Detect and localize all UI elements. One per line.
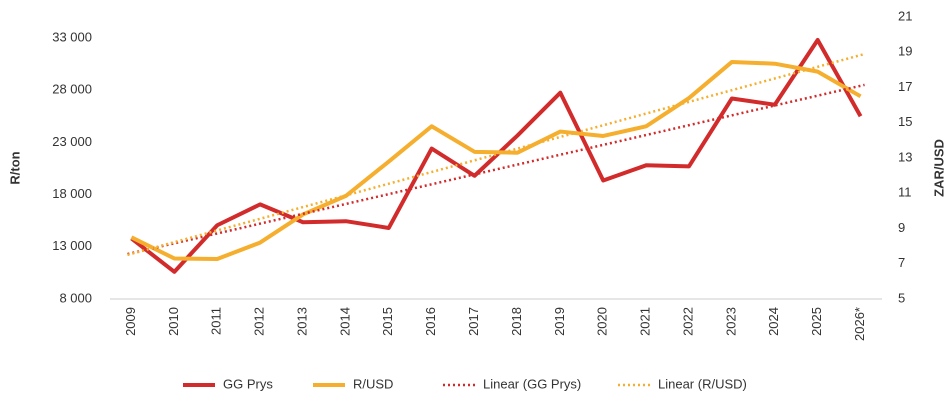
x-tick-label: 2014 [337, 307, 352, 336]
y-tick-label: 8 000 [59, 290, 92, 305]
x-tick-label: 2013 [294, 307, 309, 336]
y2-axis-title: ZAR/USD [931, 139, 946, 197]
x-tick-label: 2021 [638, 307, 653, 336]
y2-tick-label: 7 [898, 255, 905, 270]
y-tick-label: 13 000 [52, 238, 92, 253]
y2-tick-label: 17 [898, 79, 912, 94]
x-tick-label: 2016 [423, 307, 438, 336]
trend-line [127, 52, 865, 257]
legend-label: Linear (R/USD) [658, 376, 747, 391]
y-tick-label: 28 000 [52, 82, 92, 97]
legend-label: Linear (GG Prys) [483, 376, 581, 391]
x-tick-label: 2019 [552, 307, 567, 336]
x-tick-label: 2017 [466, 307, 481, 336]
legend-label: R/USD [353, 376, 393, 391]
y2-tick-label: 21 [898, 8, 912, 23]
series-line [130, 59, 862, 261]
x-tick-label: 2020 [595, 307, 610, 336]
y2-tick-label: 11 [898, 185, 912, 200]
y2-tick-label: 13 [898, 149, 912, 164]
y2-tick-label: 9 [898, 220, 905, 235]
trend-line [127, 83, 865, 256]
y-axis-title: R/ton [7, 151, 22, 184]
x-tick-label: 2022 [680, 307, 695, 336]
x-tick-label: 2023 [723, 307, 738, 336]
x-tick-label: 2018 [509, 307, 524, 336]
x-tick-label: 2015 [380, 307, 395, 336]
x-tick-label: 2012 [252, 307, 267, 336]
x-tick-label: 2010 [166, 307, 181, 336]
series-line [130, 37, 863, 274]
y-tick-label: 23 000 [52, 134, 92, 149]
y-tick-label: 18 000 [52, 186, 92, 201]
y2-tick-label: 15 [898, 114, 912, 129]
x-tick-label: 2026* [852, 307, 867, 341]
x-tick-label: 2009 [123, 307, 138, 336]
y2-tick-label: 19 [898, 44, 912, 59]
x-tick-label: 2025 [809, 307, 824, 336]
legend-label: GG Prys [223, 376, 273, 391]
y2-tick-label: 5 [898, 290, 905, 305]
y-tick-label: 33 000 [52, 29, 92, 44]
x-tick-label: 2024 [766, 307, 781, 336]
x-tick-label: 2011 [209, 307, 224, 335]
